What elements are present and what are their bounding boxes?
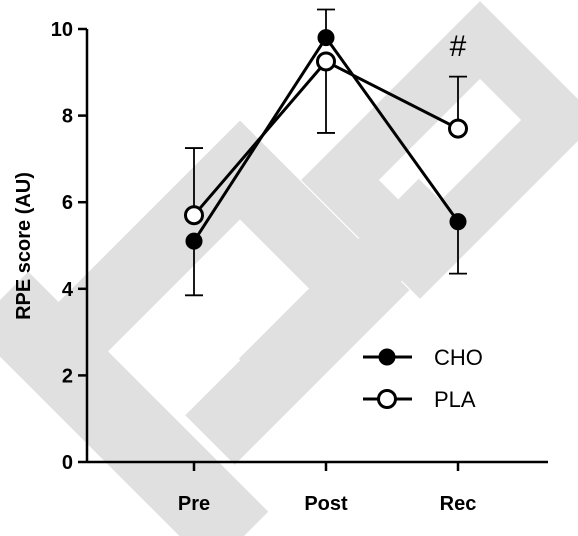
data-point-cho [185, 232, 203, 250]
series-pla [184, 51, 468, 226]
significance-marker: # [450, 30, 467, 63]
data-point-cho [317, 29, 335, 47]
data-point-cho [449, 213, 467, 231]
legend-label-cho: CHO [434, 345, 483, 370]
x-tick-label-pre: Pre [178, 493, 210, 515]
data-point-pla [316, 51, 336, 72]
series-cho [185, 8, 467, 297]
y-axis-label: RPE score (AU) [13, 172, 35, 320]
y-tick-label: 8 [62, 106, 73, 128]
annotations-layer: # [450, 30, 467, 63]
y-tick-label: 10 [51, 19, 73, 41]
y-tick-label: 2 [62, 365, 73, 387]
legend: CHO PLA [363, 345, 483, 412]
y-tick-label: 0 [62, 452, 73, 474]
x-tick-label-post: Post [304, 493, 348, 515]
series-layer [184, 8, 468, 297]
y-axis-label-group: RPE score (AU) [13, 172, 35, 320]
legend-label-pla: PLA [434, 387, 476, 412]
x-tick-label-rec: Rec [440, 493, 477, 515]
axes: 0 2 4 6 8 10 Pre Post Rec [51, 19, 548, 515]
y-tick-label: 4 [62, 279, 74, 301]
y-tick-label: 6 [62, 192, 73, 214]
data-point-pla [184, 205, 204, 226]
legend-marker-pla [377, 389, 397, 409]
legend-marker-cho [378, 348, 396, 366]
data-point-pla [448, 118, 468, 139]
